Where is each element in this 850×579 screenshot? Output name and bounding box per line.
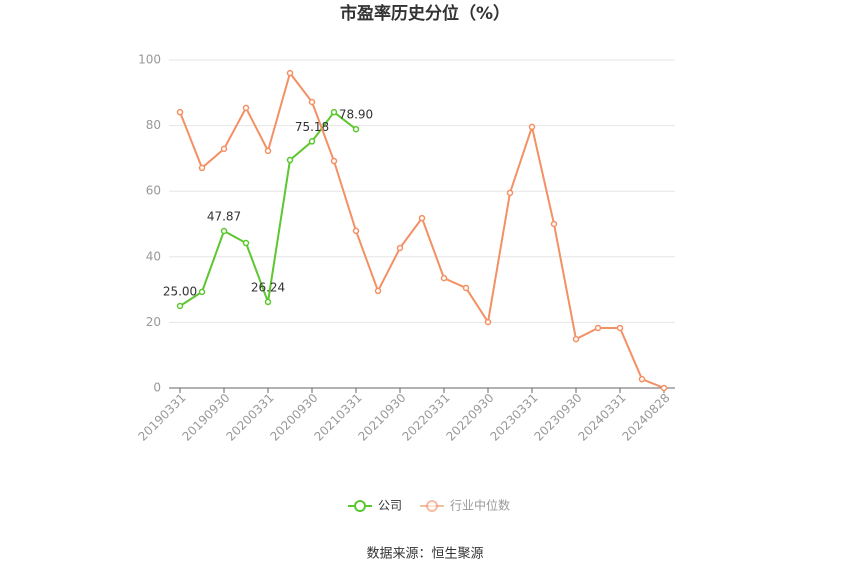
point: [594, 324, 602, 332]
y-tick-label: 0: [153, 381, 161, 395]
point: [616, 324, 624, 332]
series-line: [179, 70, 665, 389]
y-tick-label: 20: [146, 315, 161, 329]
x-tick-label: 20240828: [620, 391, 673, 444]
point: [220, 145, 228, 153]
point: [286, 156, 294, 164]
legend-label: 公司: [378, 499, 402, 513]
point: [418, 214, 426, 222]
point: [462, 284, 470, 292]
legend-label: 行业中位数: [450, 498, 510, 513]
point: [550, 220, 558, 228]
point: [330, 108, 338, 116]
y-tick-label: 40: [146, 249, 161, 263]
legend-marker: [426, 500, 439, 512]
legend-marker: [354, 500, 366, 512]
point: [308, 138, 316, 145]
y-tick-label: 100: [138, 53, 161, 67]
point: [220, 227, 228, 235]
point: [330, 157, 338, 165]
data-label: 47.87: [207, 209, 241, 223]
chart-title: 市盈率历史分位（%）: [340, 3, 510, 24]
point: [176, 108, 184, 116]
y-tick-label: 60: [146, 184, 161, 198]
data-label: 26.24: [251, 280, 285, 294]
point: [572, 335, 580, 343]
point: [440, 274, 448, 282]
point: [198, 164, 206, 172]
point: [242, 239, 250, 247]
point: [242, 104, 250, 112]
point: [638, 375, 646, 383]
point: [484, 318, 492, 326]
point: [264, 298, 272, 306]
data-label: 25.00: [163, 285, 197, 299]
point: [396, 244, 404, 252]
point: [176, 302, 184, 310]
point: [352, 227, 360, 235]
point: [374, 287, 382, 295]
point: [286, 69, 294, 77]
data-label: 78.90: [339, 108, 373, 122]
source: 数据来源：恒生聚源: [366, 547, 483, 562]
point: [660, 384, 668, 392]
point: [198, 288, 206, 296]
point: [506, 189, 514, 197]
point: [352, 125, 360, 133]
y-tick-label: 80: [146, 118, 161, 132]
point: [308, 98, 316, 106]
point: [264, 147, 272, 155]
point: [528, 123, 536, 131]
